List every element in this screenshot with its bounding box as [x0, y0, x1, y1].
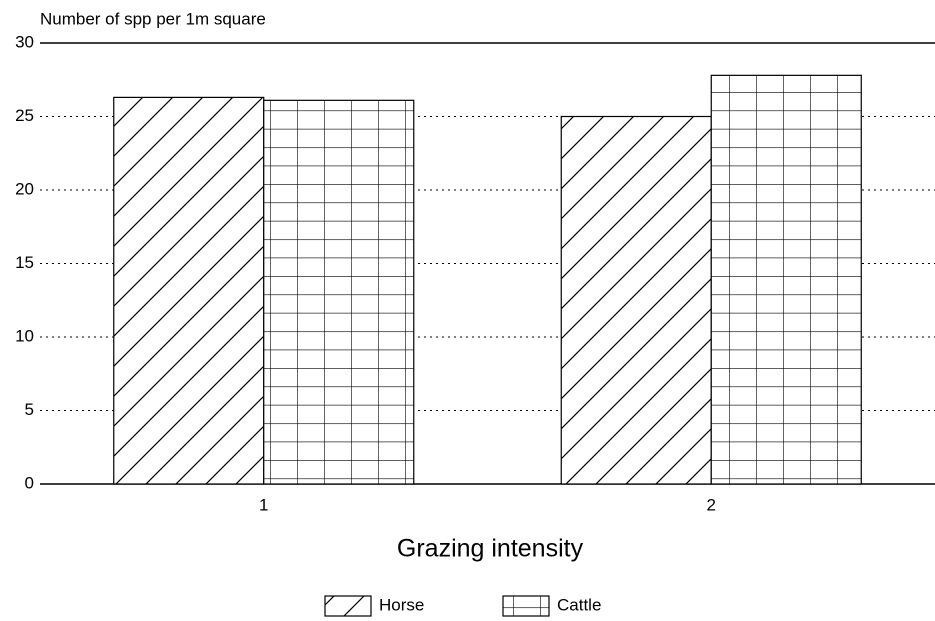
y-tick-label: 5 [25, 400, 34, 419]
x-tick-label: 2 [707, 495, 716, 514]
y-axis-label: Number of spp per 1m square [40, 9, 266, 28]
bar [263, 99, 415, 485]
y-tick-label: 0 [25, 473, 34, 492]
y-tick-label: 25 [15, 106, 34, 125]
legend-swatch [502, 595, 550, 617]
bar [560, 115, 712, 485]
x-tick-label: 1 [259, 495, 268, 514]
y-tick-label: 15 [15, 253, 34, 272]
bar [113, 96, 265, 485]
legend-label: Cattle [557, 595, 601, 614]
x-axis-label: Grazing intensity [397, 535, 584, 563]
legend-swatch [324, 595, 372, 617]
legend-label: Horse [379, 595, 424, 614]
y-tick-label: 30 [15, 32, 34, 51]
bar [710, 74, 862, 485]
y-tick-label: 20 [15, 179, 34, 198]
y-tick-label: 10 [15, 326, 34, 345]
